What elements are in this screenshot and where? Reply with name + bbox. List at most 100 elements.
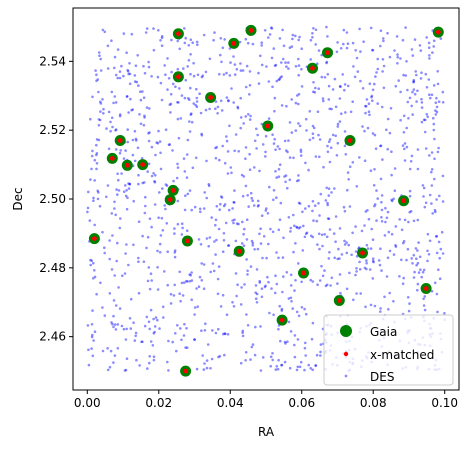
des-point: [370, 227, 374, 231]
des-point: [371, 257, 375, 261]
des-point: [312, 81, 315, 84]
des-point: [120, 64, 123, 68]
des-point: [261, 356, 265, 359]
des-point: [185, 153, 189, 156]
des-point: [327, 140, 331, 143]
des-point: [427, 78, 431, 81]
des-point: [371, 49, 375, 52]
des-point: [434, 113, 438, 116]
des-point: [130, 108, 133, 112]
des-point: [124, 149, 127, 152]
des-point: [96, 197, 100, 201]
x-matched-point: [176, 31, 181, 37]
des-point: [236, 106, 240, 110]
des-point: [214, 218, 218, 222]
des-point: [189, 113, 193, 116]
des-point: [321, 244, 324, 248]
des-point: [409, 210, 413, 213]
des-point: [266, 212, 270, 215]
des-point: [411, 113, 415, 116]
des-point: [131, 108, 135, 111]
x-matched-point: [183, 368, 189, 374]
des-point: [342, 42, 345, 46]
des-point: [118, 114, 122, 118]
des-point: [102, 107, 105, 111]
des-point: [265, 256, 268, 260]
des-point: [271, 133, 274, 136]
des-point: [441, 90, 445, 94]
des-point: [112, 361, 115, 364]
des-point: [93, 275, 97, 279]
des-point: [190, 112, 193, 115]
des-point: [348, 205, 352, 208]
des-point: [106, 347, 109, 350]
des-point: [262, 235, 266, 238]
des-point: [181, 226, 184, 230]
des-point: [215, 204, 219, 208]
des-point: [435, 251, 439, 255]
des-point: [90, 323, 94, 326]
des-point: [211, 262, 215, 265]
des-point: [318, 138, 322, 141]
des-point: [249, 265, 253, 268]
des-point: [370, 95, 373, 99]
des-point: [174, 332, 177, 335]
des-point: [443, 312, 446, 315]
des-point: [128, 72, 132, 76]
des-point: [160, 216, 164, 220]
des-point: [277, 78, 281, 81]
des-point: [300, 280, 303, 284]
des-point: [163, 204, 166, 207]
des-point: [198, 275, 202, 279]
des-point: [318, 247, 321, 251]
des-point: [316, 283, 319, 287]
des-point: [264, 134, 268, 138]
des-point: [338, 97, 342, 100]
des-point: [243, 283, 246, 286]
des-point: [176, 39, 179, 43]
des-point: [343, 144, 347, 148]
des-point: [265, 207, 268, 210]
des-point: [277, 228, 281, 232]
des-point: [223, 353, 226, 357]
des-point: [109, 349, 113, 353]
des-point: [402, 239, 406, 243]
des-point: [381, 58, 385, 61]
des-point: [317, 133, 320, 137]
des-point: [375, 219, 378, 222]
des-point: [415, 257, 418, 261]
des-point: [316, 243, 319, 246]
des-point: [185, 229, 189, 232]
des-point: [133, 339, 137, 342]
des-point: [239, 361, 243, 365]
y-tick-label: 2.50: [39, 192, 66, 206]
des-point: [284, 61, 287, 64]
des-point: [428, 239, 432, 243]
des-point: [371, 48, 374, 52]
des-point: [430, 184, 434, 187]
des-point: [352, 65, 355, 68]
des-point: [283, 360, 287, 364]
des-point: [128, 62, 131, 65]
des-point: [185, 279, 188, 283]
des-point: [331, 88, 335, 91]
des-point: [241, 69, 245, 72]
des-point: [257, 82, 261, 85]
des-point: [351, 231, 354, 235]
des-point: [167, 143, 171, 147]
des-point: [413, 92, 417, 96]
des-point: [158, 242, 162, 246]
des-point: [95, 143, 98, 147]
des-point: [435, 110, 439, 114]
des-point: [297, 201, 301, 205]
des-point: [95, 153, 98, 157]
des-point: [208, 57, 212, 61]
des-point: [282, 44, 286, 48]
des-point: [158, 327, 161, 330]
des-point: [200, 134, 204, 137]
des-point: [87, 348, 90, 352]
x-axis-ticks: 0.00 0.02 0.04 0.06 0.08 0.10: [74, 390, 458, 410]
des-point: [122, 74, 125, 78]
des-point: [297, 64, 301, 67]
des-point: [365, 259, 368, 262]
